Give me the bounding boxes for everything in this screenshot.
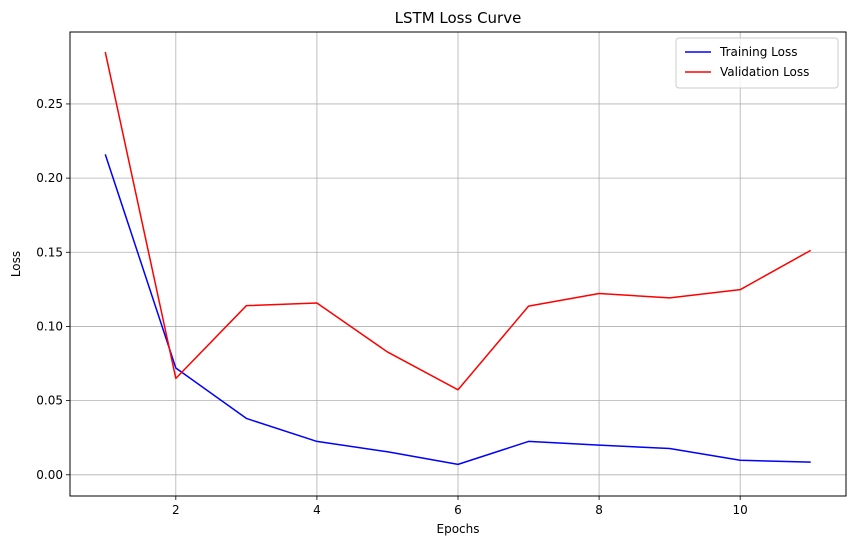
y-tick-label: 0.25 bbox=[36, 97, 63, 111]
x-tick-label: 4 bbox=[313, 503, 321, 517]
x-axis: 2 4 6 8 10 bbox=[172, 496, 748, 517]
x-tick-label: 6 bbox=[454, 503, 462, 517]
series-layer bbox=[104, 51, 812, 466]
y-tick-label: 0.10 bbox=[36, 319, 63, 333]
x-tick-label: 2 bbox=[172, 503, 180, 517]
x-tick-label: 10 bbox=[733, 503, 748, 517]
x-axis-label: Epochs bbox=[437, 522, 480, 536]
series-line-validation-loss bbox=[104, 51, 812, 391]
legend-label-training-loss: Training Loss bbox=[719, 45, 797, 59]
legend: Training Loss Validation Loss bbox=[675, 37, 839, 89]
y-tick-label: 0.20 bbox=[36, 171, 63, 185]
legend-box bbox=[675, 37, 839, 89]
y-tick-label: 0.00 bbox=[36, 468, 63, 482]
y-axis: 0.00 0.05 0.10 0.15 0.20 0.25 bbox=[36, 97, 70, 482]
series-line-training-loss bbox=[104, 154, 811, 466]
y-tick-label: 0.15 bbox=[36, 245, 63, 259]
x-tick-label: 8 bbox=[595, 503, 603, 517]
grid bbox=[70, 32, 846, 496]
chart-title: LSTM Loss Curve bbox=[395, 9, 522, 27]
y-axis-label: Loss bbox=[9, 251, 23, 277]
legend-label-validation-loss: Validation Loss bbox=[720, 65, 809, 79]
y-tick-label: 0.05 bbox=[36, 394, 63, 408]
